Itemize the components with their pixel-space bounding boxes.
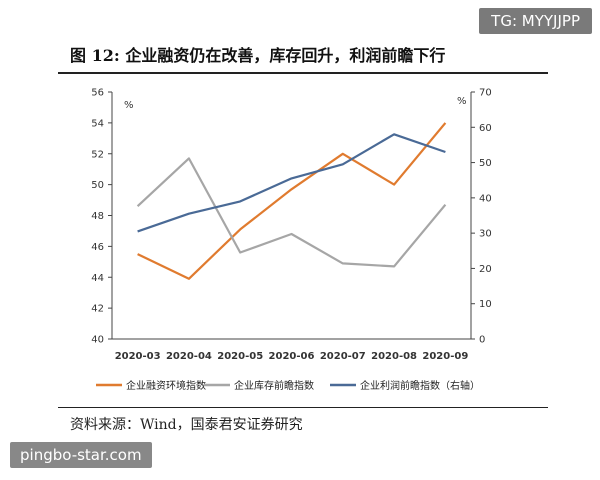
series-line-1 <box>137 122 447 280</box>
right-unit-label: % <box>457 96 467 107</box>
source-rule <box>58 407 548 408</box>
right-tick-label: 0 <box>479 335 485 346</box>
watermark-bottom: pingbo-star.com <box>10 442 152 468</box>
left-tick-label: 42 <box>91 304 104 315</box>
legend-label-3: 企业利润前瞻指数（右轴） <box>360 379 480 392</box>
figure-title: 图 12: 企业融资仍在改善，库存回升，利润前瞻下行 <box>70 46 446 65</box>
right-tick-label: 70 <box>479 88 492 99</box>
legend-label-1: 企业融资环境指数 <box>126 379 206 392</box>
left-unit-label: % <box>124 100 134 111</box>
series-line-3 <box>137 133 446 233</box>
x-tick-label: 2020-07 <box>320 351 366 362</box>
source-note: 资料来源：Wind，国泰君安证券研究 <box>70 417 303 433</box>
right-tick-label: 30 <box>479 229 492 240</box>
series-line-2 <box>136 157 447 268</box>
x-tick-label: 2020-06 <box>269 351 315 362</box>
right-tick-label: 50 <box>479 158 492 169</box>
x-tick-label: 2020-05 <box>217 351 263 362</box>
right-tick-label: 10 <box>479 299 492 310</box>
left-tick-label: 56 <box>91 88 104 99</box>
left-tick-label: 54 <box>91 118 104 129</box>
x-tick-label: 2020-08 <box>371 351 417 362</box>
right-tick-label: 20 <box>479 264 492 275</box>
x-tick-label: 2020-03 <box>115 351 161 362</box>
x-tick-label: 2020-04 <box>166 351 212 362</box>
left-tick-label: 40 <box>91 335 104 346</box>
watermark-top: TG: MYYJJPP <box>479 8 592 34</box>
line-chart: 40 42 44 46 48 50 52 54 56 0 10 20 30 40 50 60 70% % 2020-… <box>91 88 492 393</box>
x-tick-label: 2020-09 <box>422 351 468 362</box>
left-tick-label: 48 <box>91 211 104 222</box>
left-tick-label: 46 <box>91 242 104 253</box>
left-tick-label: 52 <box>91 149 104 160</box>
right-tick-label: 60 <box>479 123 492 134</box>
left-tick-label: 50 <box>91 180 104 191</box>
right-tick-label: 40 <box>479 193 492 204</box>
title-rule <box>58 72 548 74</box>
legend-label-2: 企业库存前瞻指数 <box>234 379 314 392</box>
left-tick-label: 44 <box>91 273 104 284</box>
